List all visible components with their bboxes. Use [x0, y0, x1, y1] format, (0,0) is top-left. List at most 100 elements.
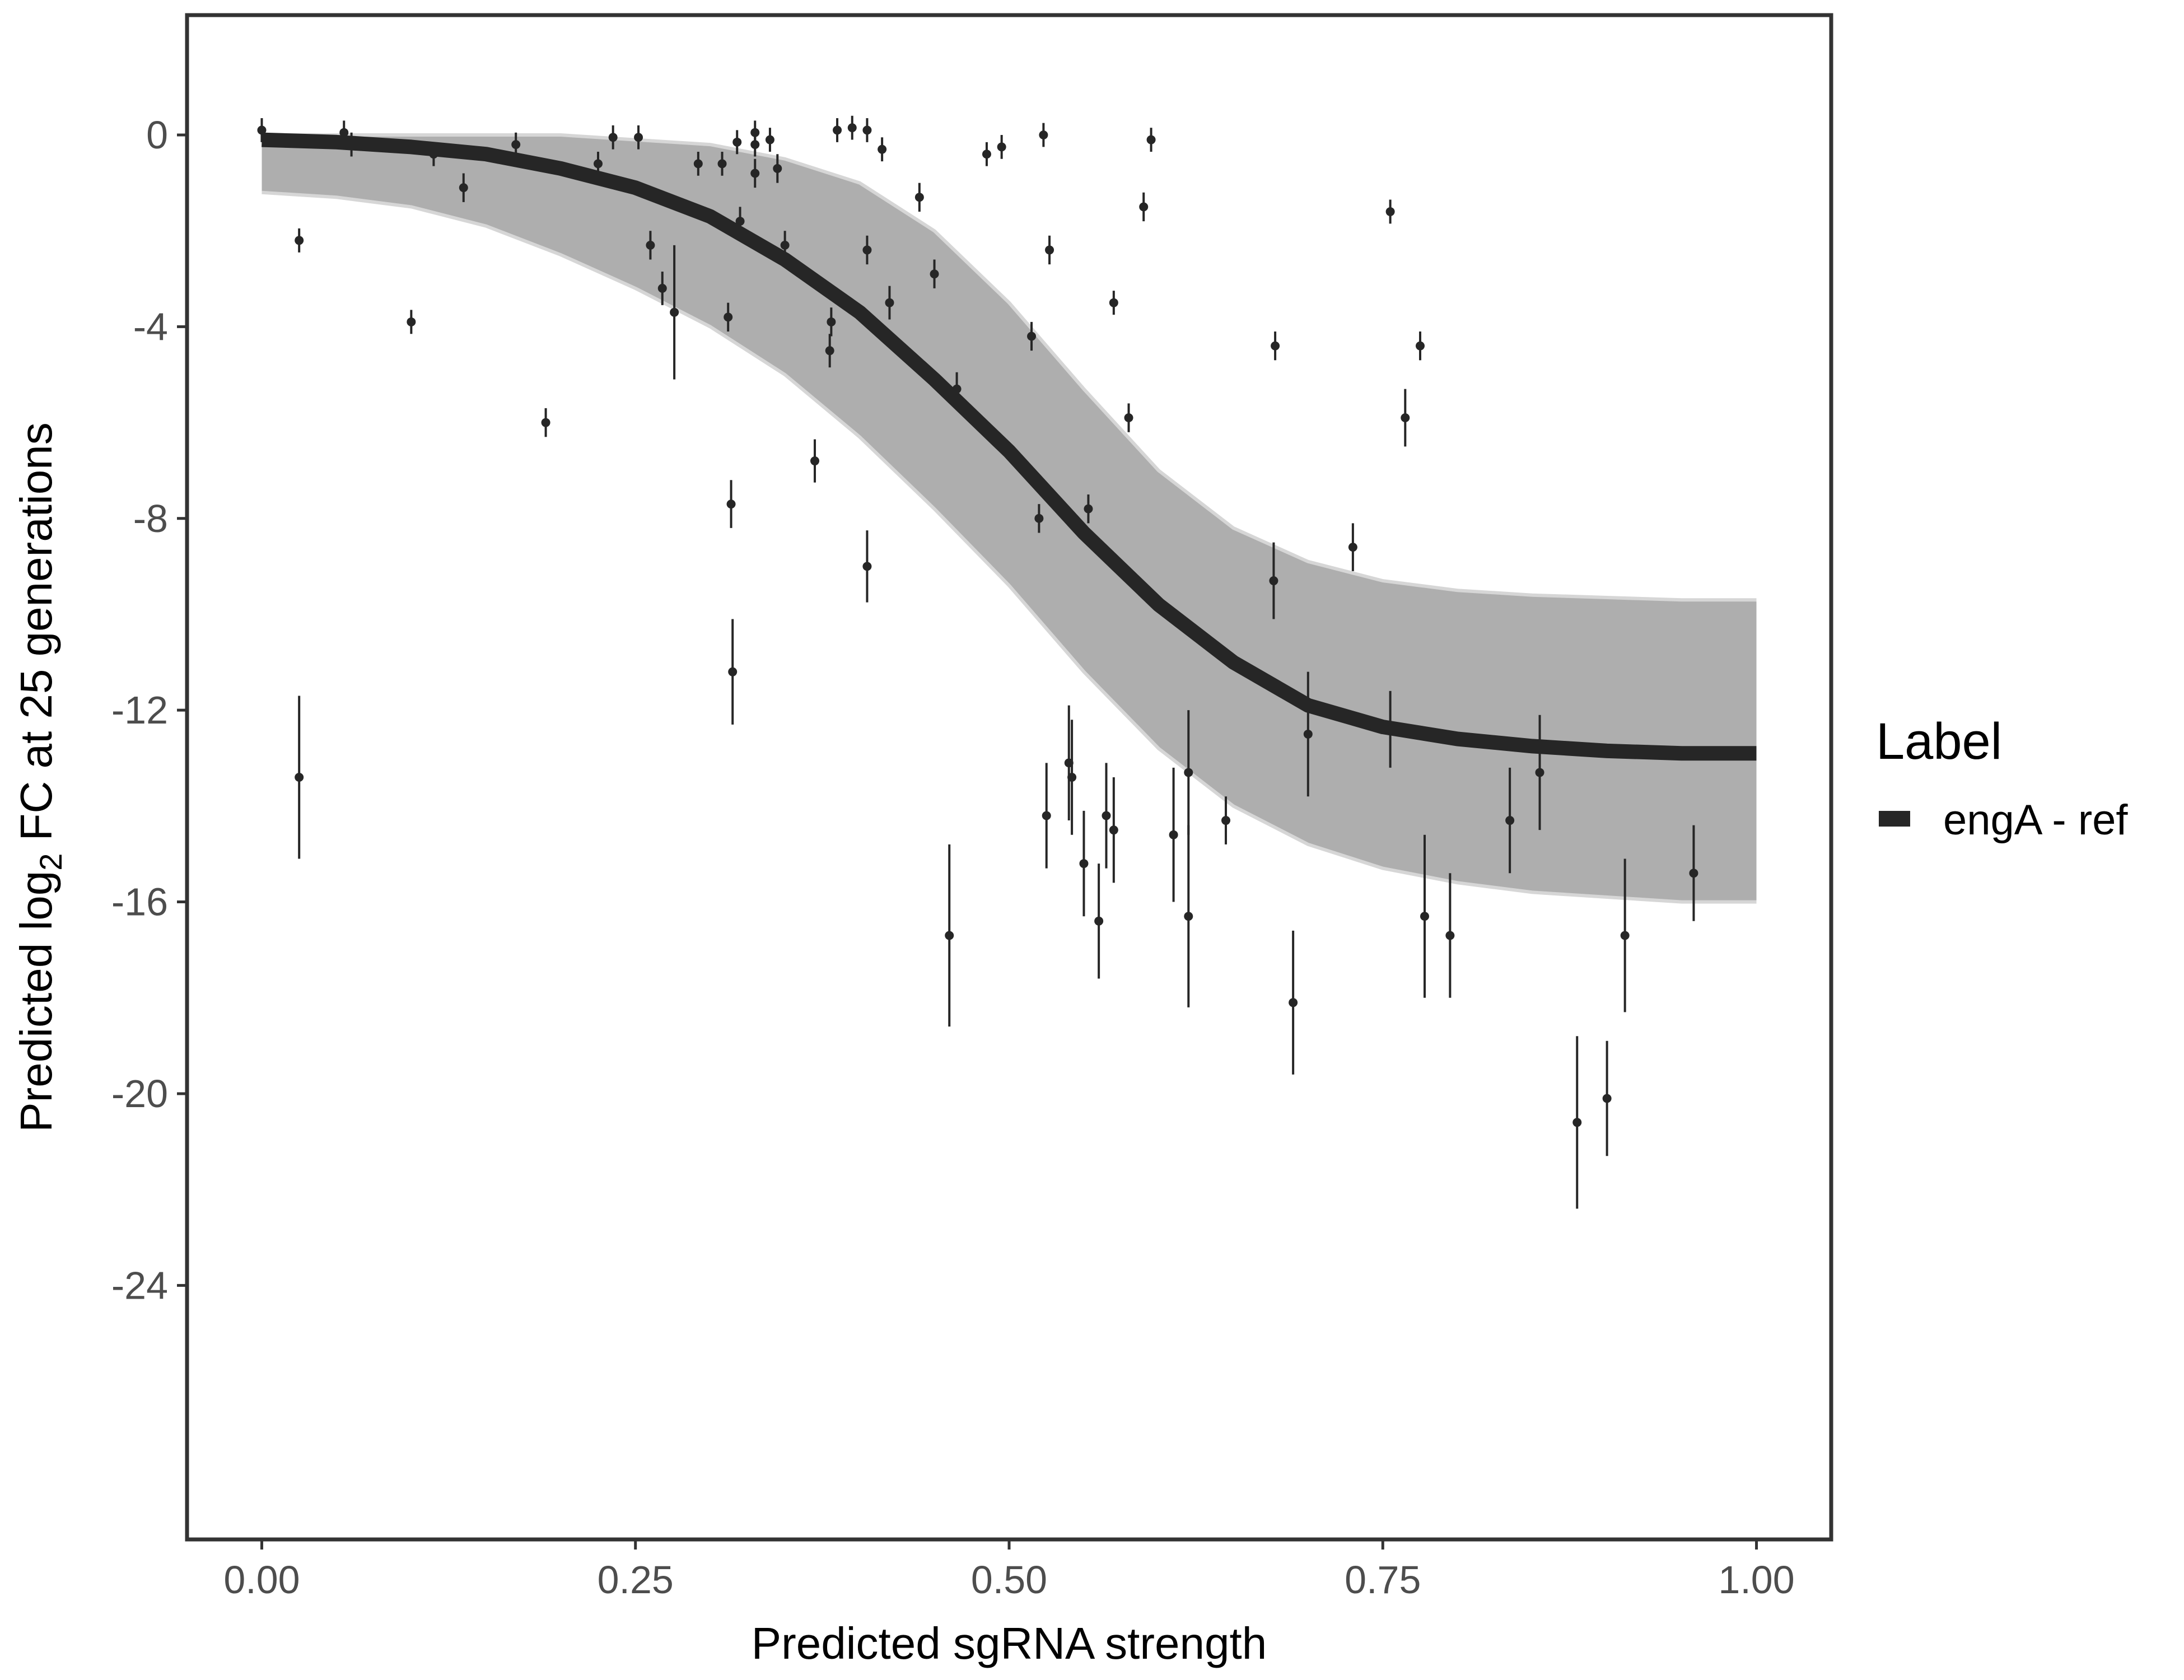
fit-curve-line [262, 132, 1757, 761]
data-point [1124, 403, 1133, 432]
data-point [1169, 767, 1178, 902]
data-point [878, 137, 887, 162]
data-point [634, 125, 643, 150]
data-point [657, 271, 667, 305]
point-marker [1139, 202, 1149, 212]
data-point [1420, 834, 1430, 998]
point-marker [657, 283, 667, 293]
data-point [1289, 930, 1298, 1075]
point-marker [750, 169, 760, 178]
data-point [1535, 715, 1544, 830]
data-point [1445, 873, 1455, 998]
data-point [1094, 864, 1104, 979]
data-point [732, 130, 742, 155]
y-tick-label: -16 [111, 880, 168, 924]
point-marker [780, 240, 790, 250]
point-marker [511, 140, 521, 150]
data-point [1620, 858, 1630, 1012]
data-point [997, 134, 1006, 159]
data-point [407, 310, 416, 334]
data-point [693, 151, 703, 176]
data-point [717, 151, 727, 176]
data-point [1027, 321, 1037, 351]
data-point [833, 118, 842, 142]
point-marker [257, 125, 267, 135]
point-marker [1146, 135, 1156, 144]
data-point [1602, 1040, 1612, 1156]
point-marker [1102, 811, 1111, 820]
data-point [1303, 671, 1313, 797]
point-marker [735, 217, 745, 226]
point-marker [1042, 811, 1051, 820]
fit-curve [262, 132, 1757, 761]
data-point [773, 154, 782, 183]
legend-title: Label [1876, 713, 2002, 770]
data-point [1184, 710, 1193, 835]
data-point [750, 132, 760, 157]
data-point [810, 439, 820, 483]
data-point [1102, 763, 1111, 869]
point-marker [862, 125, 872, 135]
point-marker [1572, 1118, 1582, 1127]
x-axis: 0.00 0.25 0.50 0.75 1.00 [223, 1539, 1795, 1602]
point-marker [1221, 816, 1231, 825]
point-marker [750, 140, 760, 150]
point-marker [1620, 931, 1630, 940]
data-point [930, 259, 939, 288]
y-axis-title: Predicted log2 FC at 25 generations [11, 422, 68, 1132]
data-point [1348, 523, 1357, 571]
data-point [827, 307, 836, 337]
point-marker [878, 144, 887, 154]
data-point [728, 619, 738, 725]
data-point [945, 844, 954, 1027]
point-marker [1445, 931, 1455, 940]
data-point [608, 125, 618, 150]
data-point [765, 128, 774, 152]
point-marker [728, 667, 738, 676]
point-marker [295, 773, 304, 782]
data-points [257, 115, 1698, 1209]
data-point [1084, 494, 1093, 524]
x-tick-label: 0.00 [223, 1558, 300, 1602]
data-point [1385, 199, 1395, 224]
data-point [670, 245, 679, 380]
point-marker [1401, 413, 1410, 423]
data-point [1109, 291, 1118, 315]
x-tick-label: 0.50 [971, 1558, 1047, 1602]
data-point [1416, 331, 1425, 361]
point-marker [717, 159, 727, 169]
x-tick-label: 0.75 [1345, 1558, 1421, 1602]
point-marker [1420, 912, 1430, 921]
data-point [862, 530, 872, 603]
data-point [1271, 331, 1280, 361]
point-marker [1505, 816, 1515, 825]
uncertainty-band-area [262, 135, 1757, 902]
point-marker [930, 269, 939, 279]
legend-key-engA-ref [1879, 811, 1910, 827]
point-marker [724, 312, 733, 322]
point-marker [1269, 576, 1278, 586]
point-marker [1271, 341, 1280, 351]
point-marker [646, 240, 655, 250]
y-tick-label: -12 [111, 688, 168, 732]
point-marker [1169, 830, 1178, 839]
data-point [847, 115, 857, 140]
point-marker [810, 456, 820, 466]
point-marker [1067, 773, 1077, 782]
point-marker [1039, 130, 1048, 139]
data-point [982, 142, 991, 166]
y-tick-label: -4 [133, 305, 168, 348]
data-point [1401, 389, 1410, 447]
y-tick-label: -20 [111, 1072, 168, 1116]
uncertainty-band-lower-edge [262, 190, 1757, 904]
data-point [1039, 123, 1048, 147]
data-point [1689, 825, 1698, 921]
data-point [1079, 810, 1089, 917]
point-marker [670, 307, 679, 317]
point-marker [634, 133, 643, 142]
point-marker [1689, 869, 1698, 878]
point-marker [1109, 298, 1118, 307]
point-marker [1385, 207, 1395, 216]
point-marker [885, 298, 894, 307]
